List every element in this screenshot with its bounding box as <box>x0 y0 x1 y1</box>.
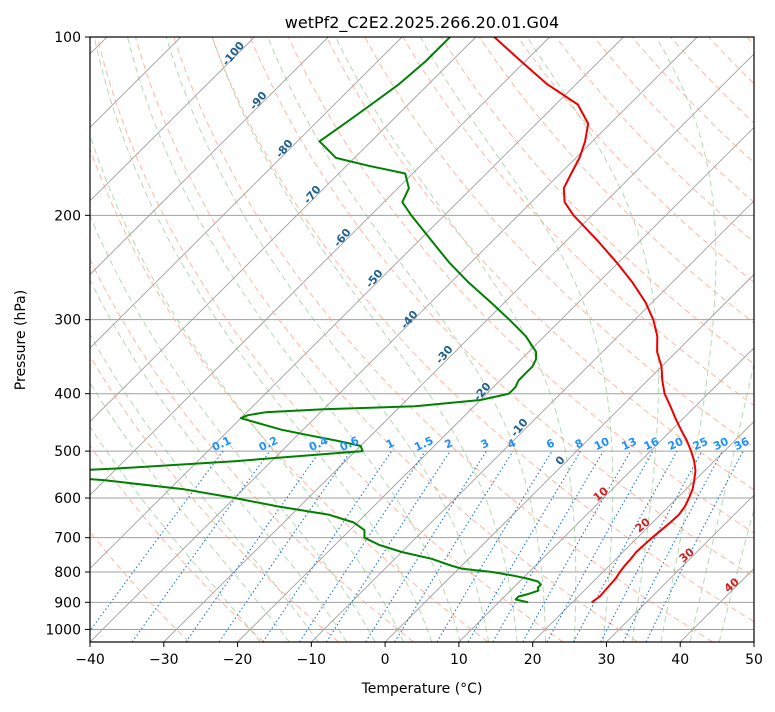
chart-title: wetPf2_C2E2.2025.266.20.01.G04 <box>285 13 559 33</box>
y-tick-label: 100 <box>54 30 81 46</box>
y-axis-label: Pressure (hPa) <box>13 290 29 390</box>
x-tick-label: −30 <box>149 652 179 668</box>
y-tick-label: 700 <box>54 531 81 547</box>
x-tick-label: 0 <box>381 652 390 668</box>
x-tick-label: −40 <box>75 652 105 668</box>
x-tick-label: 50 <box>745 652 763 668</box>
y-tick-label: 500 <box>54 444 81 460</box>
y-tick-label: 200 <box>54 208 81 224</box>
y-tick-label: 800 <box>54 565 81 581</box>
x-tick-label: 10 <box>450 652 468 668</box>
x-axis-label: Temperature (°C) <box>361 681 483 697</box>
x-tick-label: 30 <box>598 652 616 668</box>
y-tick-label: 1000 <box>45 622 81 638</box>
x-tick-label: −10 <box>297 652 327 668</box>
x-tick-label: 40 <box>671 652 689 668</box>
y-tick-label: 300 <box>54 313 81 329</box>
y-tick-label: 600 <box>54 491 81 507</box>
y-tick-label: 400 <box>54 387 81 403</box>
y-tick-label: 900 <box>54 595 81 611</box>
x-tick-label: 20 <box>524 652 542 668</box>
x-tick-label: −20 <box>223 652 253 668</box>
